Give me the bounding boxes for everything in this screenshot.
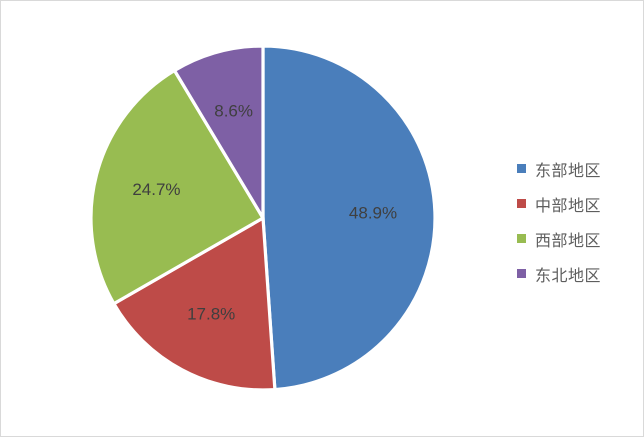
legend-item-west[interactable]: 西部地区 <box>517 221 637 256</box>
chart-legend: 东部地区 中部地区 西部地区 东北地区 <box>517 151 637 291</box>
pie-label-group: 48.9% 17.8% 24.7% 8.6% <box>132 101 397 323</box>
pie-slice-central[interactable] <box>112 216 277 392</box>
pie-slice-east[interactable] <box>261 44 437 392</box>
legend-item-central[interactable]: 中部地区 <box>517 186 637 221</box>
legend-label-central: 中部地区 <box>535 197 602 215</box>
pie-slice-label-west: 24.7% <box>132 180 180 199</box>
legend-swatch-west <box>517 234 526 243</box>
pie-slice-northeast[interactable] <box>172 44 265 220</box>
pie-slice-label-east: 48.9% <box>349 204 397 223</box>
legend-item-east[interactable]: 东部地区 <box>517 151 637 186</box>
legend-label-west: 西部地区 <box>535 232 602 250</box>
legend-label-east: 东部地区 <box>535 162 602 180</box>
legend-swatch-northeast <box>517 269 526 278</box>
pie-svg: 48.9% 17.8% 24.7% 8.6% <box>89 44 437 392</box>
legend-item-northeast[interactable]: 东北地区 <box>517 256 637 291</box>
legend-swatch-central <box>517 199 526 208</box>
legend-label-northeast: 东北地区 <box>535 267 602 285</box>
pie-slice-label-central: 17.8% <box>187 305 235 324</box>
pie-plot-area: 48.9% 17.8% 24.7% 8.6% <box>1 1 471 436</box>
pie-slice-group <box>89 44 437 392</box>
pie-slice-west[interactable] <box>89 68 265 306</box>
pie-slice-label-northeast: 8.6% <box>214 101 253 120</box>
legend-swatch-east <box>517 164 526 173</box>
